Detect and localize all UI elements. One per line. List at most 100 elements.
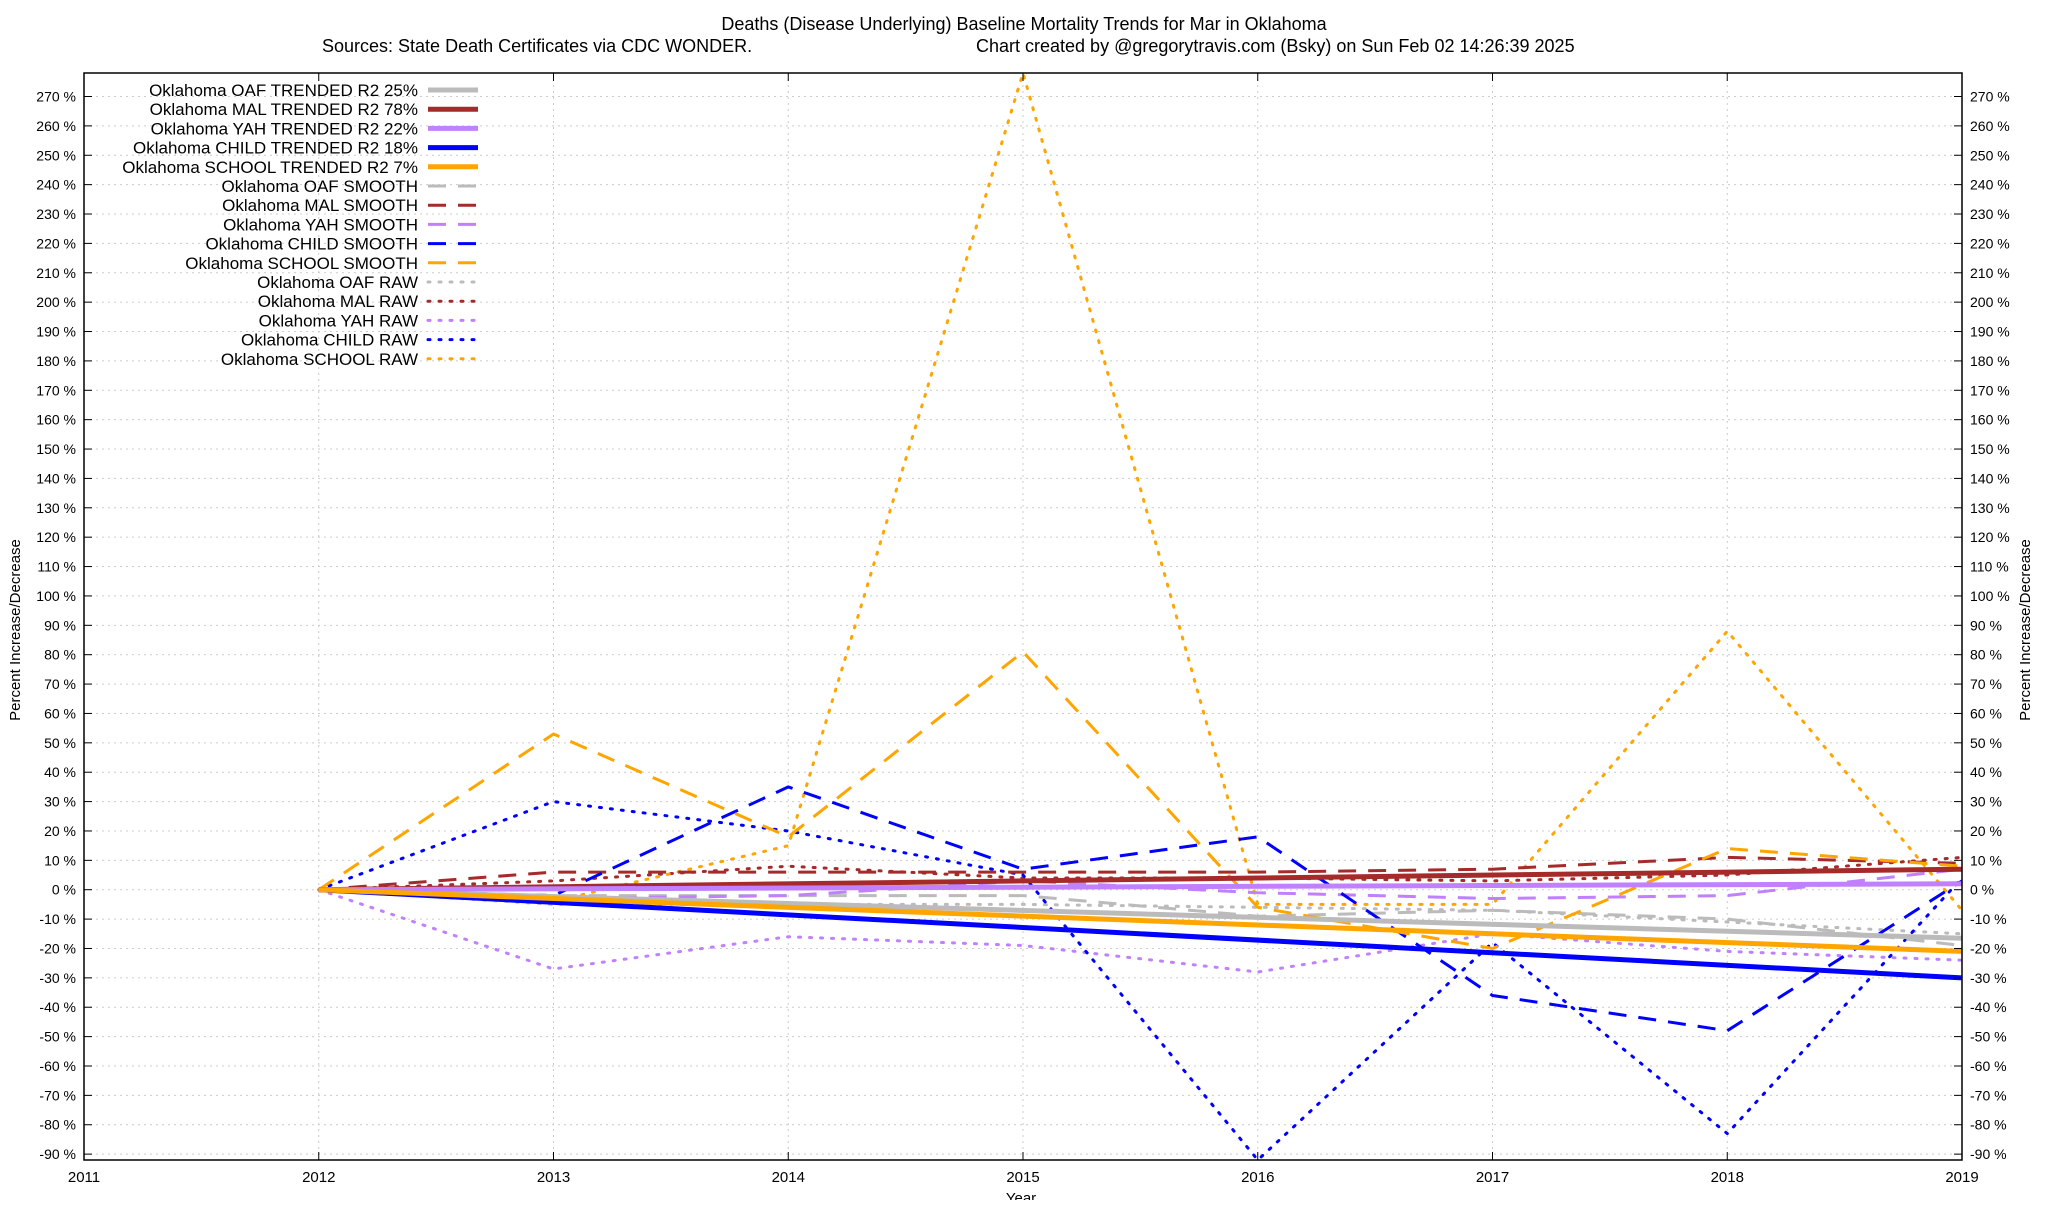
- y2-tick-label: 60 %: [1970, 705, 2002, 721]
- series-line-oklahoma-yah-raw: [317, 888, 1964, 974]
- y2-tick-label: 10 %: [1970, 852, 2002, 868]
- y2-tick-label: 270 %: [1970, 89, 2010, 105]
- x-tick-label: 2017: [1476, 1169, 1509, 1186]
- y-tick-label: 240 %: [36, 177, 76, 193]
- y-tick-label: 100 %: [36, 588, 76, 604]
- series-line-oklahoma-mal-smooth: [318, 855, 1963, 892]
- y2-tick-label: 200 %: [1970, 294, 2010, 310]
- chart-title: Deaths (Disease Underlying) Baseline Mor…: [721, 14, 1327, 34]
- y2-tick-label: 230 %: [1970, 206, 2010, 222]
- y-tick-label: -80 %: [39, 1117, 76, 1133]
- y-tick-label: 160 %: [36, 412, 76, 428]
- axis-ticks: 2011 2012 2013 2014 2015 2016 2017 2018 2019 270 …: [36, 73, 2010, 1186]
- y2-tick-label: 250 %: [1970, 147, 2010, 163]
- series-line-oklahoma-child-raw: [317, 800, 1964, 1162]
- y-tick-label: -70 %: [39, 1087, 76, 1103]
- x-tick-label: 2019: [1945, 1169, 1978, 1186]
- y2-tick-label: 260 %: [1970, 118, 2010, 134]
- legend-label-oklahoma-child-smooth: Oklahoma CHILD SMOOTH: [205, 235, 418, 254]
- y-tick-label: 30 %: [44, 794, 76, 810]
- x-tick-label: 2015: [1006, 1169, 1039, 1186]
- y2-tick-label: 170 %: [1970, 382, 2010, 398]
- legend-label-oklahoma-oaf-raw: Oklahoma OAF RAW: [257, 273, 418, 292]
- x-tick-label: 2014: [772, 1169, 805, 1186]
- y-tick-label: 140 %: [36, 470, 76, 486]
- y-tick-label: -60 %: [39, 1058, 76, 1074]
- x-tick-label: 2016: [1241, 1169, 1274, 1186]
- series-line-oklahoma-child-smooth: [318, 785, 1963, 1033]
- y-tick-label: 210 %: [36, 265, 76, 281]
- series-line-oklahoma-child-trended-r2-18: [318, 887, 1963, 981]
- y-tick-label: -30 %: [39, 970, 76, 986]
- legend-label-oklahoma-school-raw: Oklahoma SCHOOL RAW: [221, 350, 418, 369]
- y2-tick-label: -40 %: [1970, 999, 2007, 1015]
- y2-tick-label: 90 %: [1970, 617, 2002, 633]
- legend-label-oklahoma-child-trended-r2-18: Oklahoma CHILD TRENDED R2 18%: [133, 139, 418, 158]
- y2-tick-label: -30 %: [1970, 970, 2007, 986]
- legend-label-oklahoma-child-raw: Oklahoma CHILD RAW: [241, 331, 418, 350]
- x-tick-label: 2012: [302, 1169, 335, 1186]
- y-tick-label: 110 %: [37, 559, 76, 575]
- y2-tick-label: 190 %: [1970, 324, 2010, 340]
- y2-tick-label: 30 %: [1970, 794, 2002, 810]
- y2-tick-label: -80 %: [1970, 1117, 2007, 1133]
- y-tick-label: 190 %: [36, 324, 76, 340]
- y2-tick-label: 160 %: [1970, 412, 2010, 428]
- y2-tick-label: 40 %: [1970, 764, 2002, 780]
- y-tick-label: 0 %: [52, 882, 76, 898]
- legend-label-oklahoma-oaf-smooth: Oklahoma OAF SMOOTH: [222, 177, 418, 196]
- y-tick-label: 60 %: [44, 705, 76, 721]
- y-tick-label: 200 %: [36, 294, 76, 310]
- y-tick-label: 20 %: [44, 823, 76, 839]
- y-tick-label: 220 %: [36, 235, 76, 251]
- y-tick-label: 150 %: [36, 441, 76, 457]
- x-axis-label: Year: [1006, 1190, 1036, 1200]
- y-tick-label: 80 %: [44, 647, 76, 663]
- y2-tick-label: 180 %: [1970, 353, 2010, 369]
- y2-tick-label: -10 %: [1970, 911, 2007, 927]
- legend: Oklahoma OAF TRENDED R2 25%Oklahoma MAL …: [122, 81, 480, 369]
- legend-label-oklahoma-oaf-trended-r2-25: Oklahoma OAF TRENDED R2 25%: [149, 81, 418, 100]
- y2-tick-label: 210 %: [1970, 265, 2010, 281]
- chart-subtitle-credit: Chart created by @gregorytravis.com (Bsk…: [976, 36, 1575, 56]
- y-tick-label: 10 %: [44, 852, 76, 868]
- y2-tick-label: 220 %: [1970, 235, 2010, 251]
- y-tick-label: 270 %: [36, 89, 76, 105]
- x-tick-label: 2013: [537, 1169, 570, 1186]
- series-line-oklahoma-school-trended-r2-7: [318, 887, 1963, 954]
- series-line-oklahoma-school-smooth: [317, 650, 1963, 950]
- y2-tick-label: 120 %: [1970, 529, 2010, 545]
- series-line-oklahoma-yah-trended-r2-22: [318, 881, 1963, 893]
- y-tick-label: 120 %: [36, 529, 76, 545]
- y2-tick-label: -50 %: [1970, 1029, 2007, 1045]
- y2-tick-label: 100 %: [1970, 588, 2010, 604]
- y-tick-label: 180 %: [36, 353, 76, 369]
- y-tick-label: -10 %: [39, 911, 76, 927]
- y2-tick-label: -20 %: [1970, 940, 2007, 956]
- y2-tick-label: 110 %: [1970, 559, 2009, 575]
- y2-tick-label: 80 %: [1970, 647, 2002, 663]
- legend-label-oklahoma-yah-smooth: Oklahoma YAH SMOOTH: [223, 215, 418, 234]
- y2-tick-label: 70 %: [1970, 676, 2002, 692]
- y-tick-label: -20 %: [39, 940, 76, 956]
- y-tick-label: 40 %: [44, 764, 76, 780]
- y2-tick-label: 150 %: [1970, 441, 2010, 457]
- y-tick-label: 90 %: [44, 617, 76, 633]
- y-tick-label: 70 %: [44, 676, 76, 692]
- legend-label-oklahoma-mal-smooth: Oklahoma MAL SMOOTH: [222, 196, 418, 215]
- legend-label-oklahoma-yah-trended-r2-22: Oklahoma YAH TRENDED R2 22%: [151, 119, 418, 138]
- x-tick-label: 2011: [68, 1169, 100, 1186]
- y-tick-label: 170 %: [36, 382, 76, 398]
- y2-tick-label: 0 %: [1970, 882, 1994, 898]
- y-tick-label: 50 %: [44, 735, 76, 751]
- y2-tick-label: -70 %: [1970, 1087, 2007, 1103]
- legend-label-oklahoma-mal-trended-r2-78: Oklahoma MAL TRENDED R2 78%: [150, 100, 418, 119]
- y2-tick-label: 130 %: [1970, 500, 2010, 516]
- y2-tick-label: -90 %: [1970, 1146, 2007, 1162]
- y2-tick-label: 140 %: [1970, 470, 2010, 486]
- y-tick-label: -40 %: [39, 999, 76, 1015]
- series-lines: [317, 71, 1964, 1162]
- chart-subtitle-sources: Sources: State Death Certificates via CD…: [322, 36, 752, 56]
